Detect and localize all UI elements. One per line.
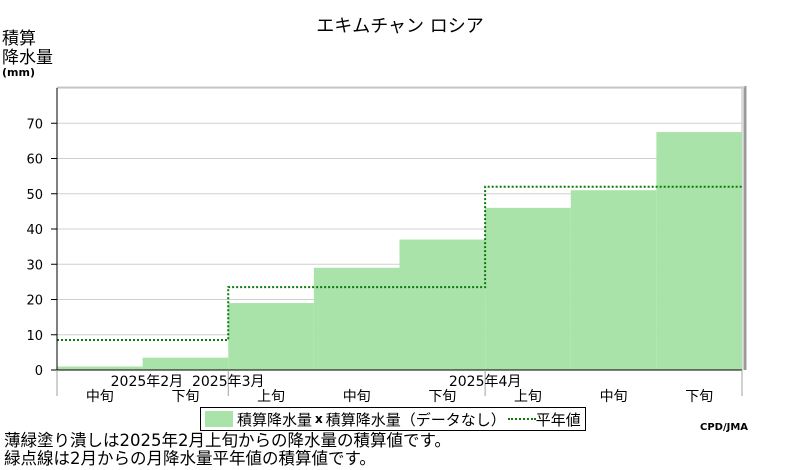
x-category-label: 下旬 — [428, 389, 456, 405]
x-month-label: 2025年4月 — [449, 374, 522, 390]
y-tick-label: 0 — [35, 364, 43, 379]
notes: 薄緑塗り潰しは2025年2月上旬からの降水量の積算値です。 緑点線は2月からの月… — [4, 432, 451, 468]
x-category-label: 上旬 — [257, 389, 285, 405]
legend-label-accumulated: 積算降水量 — [237, 410, 313, 429]
note-line-1: 薄緑塗り潰しは2025年2月上旬からの降水量の積算値です。 — [4, 431, 451, 450]
bar — [142, 357, 229, 370]
y-tick-label: 60 — [26, 153, 43, 168]
credit-text: CPD/JMA — [700, 422, 749, 433]
y-tick-label: 20 — [26, 294, 43, 309]
y-tick-label: 30 — [26, 258, 43, 273]
x-category-label: 下旬 — [685, 389, 713, 405]
y-tick-label: 40 — [26, 223, 43, 238]
bar — [656, 132, 742, 370]
bar — [57, 366, 143, 370]
y-axis-unit: (mm) — [2, 66, 35, 79]
bar — [228, 303, 314, 370]
x-category-label: 上旬 — [514, 389, 542, 405]
bar — [570, 190, 657, 370]
x-category-label: 中旬 — [86, 389, 114, 405]
note-line-2: 緑点線は2月からの月降水量平年値の積算値です。 — [4, 449, 376, 468]
chart-title: エキムチャン ロシア — [316, 16, 484, 37]
y-axis-label-line2: 降水量 — [2, 48, 53, 68]
legend-swatch-fill — [205, 411, 233, 427]
x-category-label: 中旬 — [343, 389, 371, 405]
y-axis-label: 積算 降水量 — [2, 30, 53, 68]
bar — [485, 207, 571, 370]
legend-label-normal: 平年値 — [535, 410, 581, 429]
y-axis-label-line1: 積算 — [2, 29, 36, 49]
x-month-label: 2025年2月 — [111, 374, 184, 390]
x-category-label: 中旬 — [600, 389, 628, 405]
y-tick-label: 50 — [26, 188, 43, 203]
legend-swatch-dotted — [507, 418, 536, 420]
y-tick-label: 70 — [26, 117, 43, 132]
x-month-label: 2025年3月 — [192, 374, 265, 390]
x-category-label: 下旬 — [171, 389, 199, 405]
bar — [399, 239, 486, 370]
y-tick-label: 10 — [26, 329, 43, 344]
legend-label-no-data: 積算降水量（データなし） — [325, 410, 506, 429]
legend-marker-x: x — [315, 412, 323, 426]
legend: 積算降水量 x 積算降水量（データなし） 平年値 — [200, 407, 586, 431]
bar — [313, 267, 400, 370]
